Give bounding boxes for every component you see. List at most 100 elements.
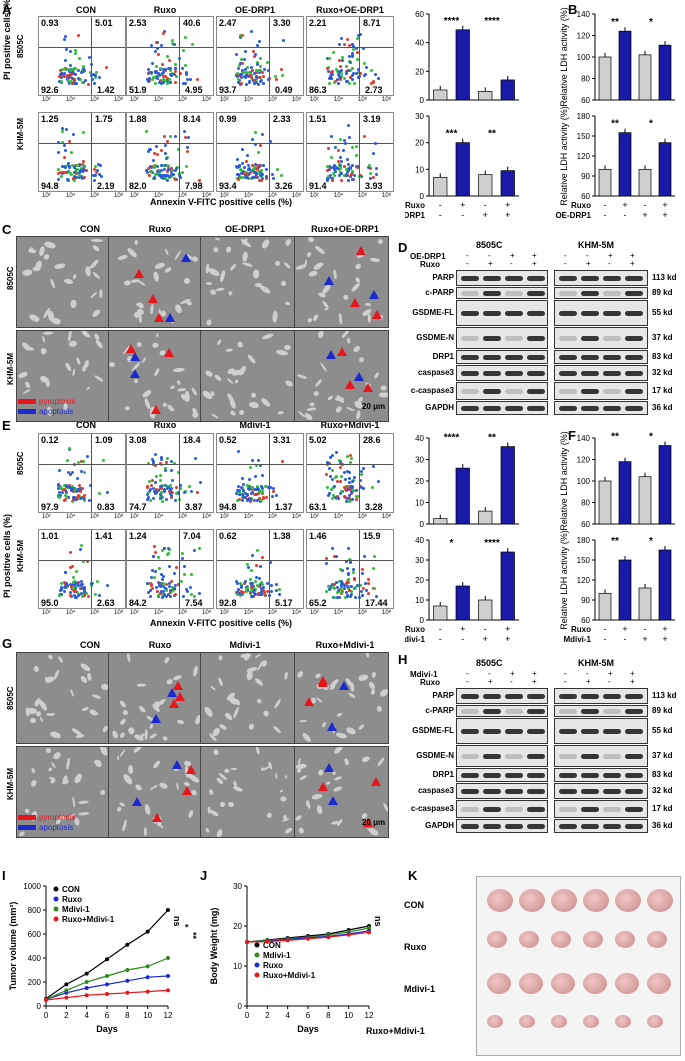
flow-dot [362, 555, 366, 559]
bar-chart: 0102030Cell death ratio (%)*****RuxoOE-D… [405, 112, 519, 220]
cell [43, 240, 57, 250]
x-tick-label: 10⁶ [268, 514, 278, 520]
band [581, 291, 599, 296]
flow-dot [148, 480, 152, 484]
cell [133, 377, 140, 384]
flow-dot [94, 592, 98, 596]
treatment-label: Mdivi-1 [405, 635, 426, 643]
flow-dot [72, 587, 76, 591]
legend: pyroptosis apoptosis [18, 396, 75, 416]
band [603, 311, 621, 316]
band [483, 694, 501, 699]
flow-dot [254, 68, 258, 72]
flow-dot [167, 78, 171, 82]
x-tick-label: 10⁸ [292, 514, 302, 520]
cell [45, 377, 50, 388]
cond-header: Ruxo+Mdivi-1 [315, 640, 375, 650]
flow-dot [80, 594, 84, 598]
cell [315, 379, 323, 389]
micrograph [294, 236, 389, 328]
bar [433, 605, 448, 621]
flow-dot [164, 67, 168, 71]
flow-dot [351, 489, 355, 493]
flow-dot [246, 484, 250, 488]
band [505, 694, 523, 699]
flow-dot [168, 547, 172, 551]
kd-label: 89 kd [652, 706, 673, 715]
flow-dot [334, 476, 338, 480]
flow-dot [185, 165, 189, 169]
flow-dot [239, 586, 243, 590]
bar [455, 142, 470, 197]
tumor [583, 931, 603, 948]
flow-dot [172, 594, 176, 598]
cell [310, 793, 323, 801]
x-tick-label: 10⁴ [154, 610, 164, 616]
flow-dot [245, 586, 249, 590]
cell [137, 280, 146, 287]
flow-dot [64, 47, 68, 51]
cell [233, 379, 239, 385]
flow-dot [66, 68, 70, 72]
significance-label: ** [611, 536, 619, 547]
flow-dot [250, 68, 254, 72]
flow-dot [158, 173, 162, 177]
flow-dot [345, 69, 349, 73]
flow-dot [77, 487, 81, 491]
flow-dot [260, 487, 264, 491]
apoptosis-arrow [167, 688, 178, 698]
flow-dot [160, 63, 164, 67]
band [505, 371, 523, 376]
cell [279, 788, 284, 793]
flow-dot [278, 587, 282, 591]
band [461, 291, 479, 296]
cell [49, 730, 63, 740]
blot-strip [456, 300, 548, 326]
kd-label: 83 kd [652, 352, 673, 361]
treatment-sign: + [460, 200, 465, 210]
flow-dot [71, 489, 75, 493]
flow-dot [259, 581, 263, 585]
flow-dot [259, 65, 263, 69]
flow-dot [245, 82, 249, 86]
band [483, 276, 501, 281]
bar [658, 142, 672, 197]
protein-label: GSDME-N [416, 751, 454, 760]
flow-dot [153, 544, 157, 548]
quadrant-value: 3.93 [365, 181, 383, 191]
cell [67, 331, 73, 342]
legend-label: pyroptosis [39, 396, 76, 406]
quadrant-value: 40.6 [183, 18, 201, 28]
flow-dot [162, 167, 166, 171]
band [581, 389, 599, 394]
band [625, 824, 643, 829]
cell [64, 362, 73, 372]
apoptosis-arrow [172, 760, 183, 770]
flow-dot [253, 580, 257, 584]
flow-dot [159, 43, 163, 47]
flow-dot [164, 469, 168, 473]
flow-dot [355, 71, 359, 75]
flow-plot: 1.25 1.75 94.8 2.19 [38, 112, 126, 192]
flow-dot [169, 580, 173, 583]
treatment-sign: - [604, 210, 607, 220]
flow-dot [168, 488, 172, 491]
y-tick-label: 30 [415, 556, 424, 565]
flow-dot [161, 80, 165, 84]
cell [68, 339, 78, 348]
quadrant-value: 28.6 [363, 435, 381, 445]
flow-dot [159, 492, 163, 496]
tumor [551, 931, 571, 948]
cell [109, 361, 116, 368]
flow-dot [252, 499, 256, 503]
quadrant-value: 18.4 [183, 435, 201, 445]
flow-dot [149, 488, 153, 492]
flow-dot [148, 164, 152, 168]
flow-dot [343, 478, 347, 482]
flow-dot [353, 578, 357, 582]
flow-dot [256, 498, 260, 502]
flow-dot [254, 475, 258, 479]
pyroptosis-arrow [317, 782, 328, 792]
cell [63, 278, 74, 286]
bar [478, 599, 493, 621]
